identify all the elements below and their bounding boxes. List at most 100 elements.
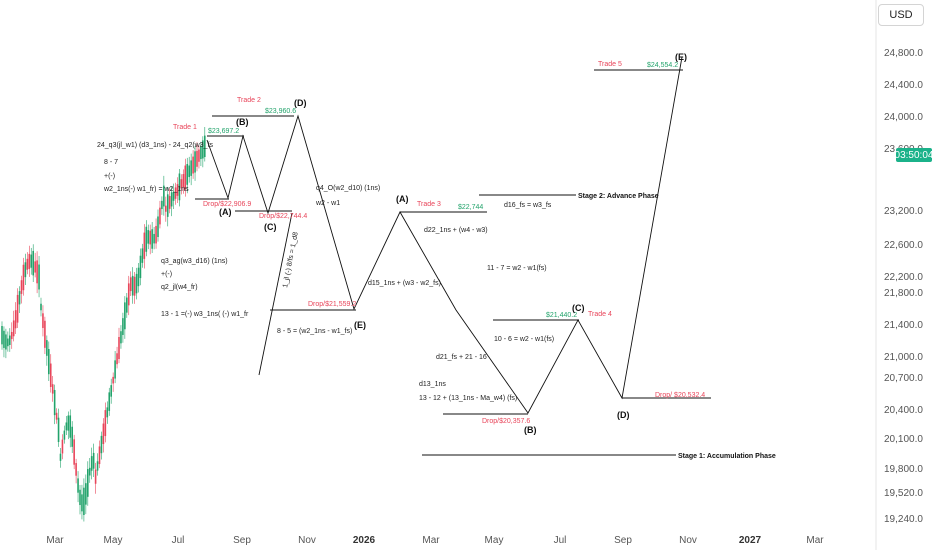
wave-path — [206, 56, 683, 414]
price-tick-label: 24,400.0 — [884, 80, 923, 91]
candle-body — [159, 207, 161, 225]
candle-body — [18, 291, 21, 305]
candle-body — [55, 412, 58, 420]
candle-body — [73, 439, 75, 465]
candle-body — [44, 320, 46, 348]
price-tick-label: 19,800.0 — [884, 464, 923, 475]
candle-body — [59, 453, 62, 461]
trade-2-label: Trade 2 — [237, 97, 261, 104]
wave-a1-label: (A) — [219, 207, 232, 217]
price-tick-label: 21,400.0 — [884, 320, 923, 331]
time-tick-label: 2027 — [739, 535, 762, 546]
candle-body — [40, 303, 42, 311]
time-tick-label: Mar — [46, 535, 64, 546]
candle-body — [127, 283, 130, 306]
candle-body — [114, 360, 116, 379]
candle-body — [96, 461, 99, 471]
time-tick-label: 2026 — [353, 535, 376, 546]
candle-body — [67, 415, 70, 431]
candle-body — [149, 230, 151, 245]
time-tick-label: Jul — [554, 535, 567, 546]
candle-body — [143, 232, 146, 259]
formula-18: d21_fs + 21 - 16 — [436, 354, 487, 361]
candle-body — [129, 277, 132, 292]
candle-body — [102, 423, 105, 445]
price-tick-label: 19,240.0 — [884, 514, 923, 525]
candle-body — [176, 184, 179, 196]
candle-body — [120, 331, 122, 344]
annotations: Trade 1 Trade 2 Trade 3 Trade 4 Trade 5 $23,6… — [97, 52, 776, 460]
candle-body — [49, 363, 52, 387]
formula-12: 8 - 5 = (w2_1ns - w1_fs) — [277, 328, 352, 335]
formula-20: 13 - 12 + (13_1ns - Ma_w4) (fs) — [419, 395, 517, 402]
candle-body — [133, 276, 136, 296]
candle-body — [108, 392, 111, 411]
candle-body — [65, 422, 68, 431]
price-tick-label: 22,600.0 — [884, 240, 923, 251]
candle-body — [190, 160, 192, 176]
candle-body — [137, 267, 140, 287]
wave-e1-label: (E) — [354, 320, 366, 330]
time-tick-label: Sep — [233, 535, 251, 546]
time-axis[interactable]: Mar May Jul Sep Nov 2026 Mar May Jul Sep Nov 2027 Ma… — [46, 535, 824, 546]
time-tick-label: Mar — [422, 535, 440, 546]
drop-4-label: Drop/$20,357.6 — [482, 418, 530, 425]
candle-body — [174, 187, 177, 199]
formula-11: 1_jl (-) 8/fs = 1_d8 — [282, 231, 300, 288]
candle-body — [186, 164, 189, 185]
formula-4: w2_1ns(-) w1_fr) = w2_1ns — [103, 186, 189, 193]
price-tick-label: 20,700.0 — [884, 373, 923, 384]
candle-body — [100, 435, 103, 454]
candle-body — [51, 384, 54, 394]
candle-body — [151, 229, 153, 249]
wave-e2-label: (E) — [675, 52, 687, 62]
candle-body — [118, 336, 120, 360]
candle-body — [24, 262, 27, 278]
candle-body — [110, 385, 112, 397]
candle-body — [48, 349, 50, 375]
candle-body — [1, 326, 3, 345]
candle-body — [180, 179, 183, 189]
candle-body — [194, 151, 196, 173]
candle-body — [153, 233, 155, 244]
candle-body — [69, 415, 72, 438]
formula-6: +(-) — [161, 271, 172, 278]
trade-1-price: $23,697.2 — [208, 128, 239, 135]
candle-body — [94, 469, 97, 484]
candle-body — [36, 260, 38, 284]
trade-2-price: $23,960.6 — [265, 108, 296, 115]
wave-c1-label: (C) — [264, 222, 277, 232]
trade-4-price: $21,440.2 — [546, 312, 577, 319]
candle-body — [32, 250, 34, 276]
candle-body — [90, 456, 93, 471]
formula-1: 24_q3(jl_w1) (d3_1ns) - 24_q2(w3_fs — [97, 142, 213, 149]
candle-body — [87, 469, 89, 497]
currency-selector[interactable]: USD — [878, 4, 924, 26]
candle-body — [141, 248, 144, 263]
candle-body — [20, 280, 23, 294]
candle-body — [63, 430, 66, 440]
candle-body — [14, 310, 17, 329]
candle-body — [147, 230, 150, 244]
candle-body — [165, 205, 167, 212]
formula-14: d22_1ns + (w4 - w3) — [424, 227, 488, 234]
formula-9: q4_O(w2_d10) (1ns) — [316, 185, 380, 192]
price-tick-label: 22,200.0 — [884, 272, 923, 283]
price-tick-label: 24,800.0 — [884, 48, 923, 59]
price-tick-label: 23,200.0 — [884, 206, 923, 217]
candle-body — [155, 225, 157, 244]
price-axis[interactable]: 24,800.024,400.024,000.023,600.023,200.0… — [884, 48, 923, 525]
candle-body — [170, 192, 173, 207]
candle-body — [200, 146, 202, 160]
candle-body — [172, 191, 175, 201]
wave-a2-label: (A) — [396, 194, 409, 204]
price-tick-label: 19,520.0 — [884, 488, 923, 499]
formula-17: 10 - 6 = w2 - w1(fs) — [494, 336, 554, 343]
candle-body — [38, 264, 40, 290]
formula-10: w2 - w1 — [315, 200, 340, 207]
wave-b1-label: (B) — [236, 117, 249, 127]
trade-3-label: Trade 3 — [417, 201, 441, 208]
time-tick-label: May — [485, 535, 504, 546]
candle-body — [161, 200, 163, 210]
